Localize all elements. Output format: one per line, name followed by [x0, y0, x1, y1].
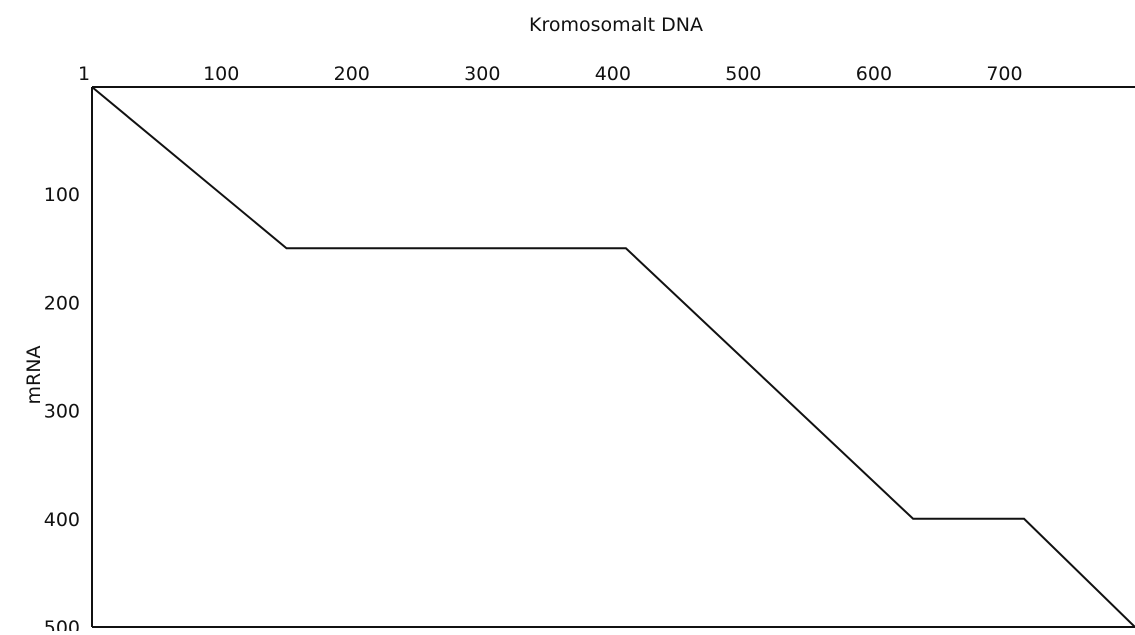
x-tick-label: 300	[464, 63, 500, 85]
series-line	[92, 87, 1135, 627]
x-tick-label: 700	[986, 63, 1022, 85]
axes: 1 100 200 300 400 500 600 700 100 200 300 400 500	[44, 63, 1135, 631]
y-tick-label: 300	[44, 401, 80, 423]
y-tick-label: 100	[44, 184, 80, 206]
x-tick-label: 100	[203, 63, 239, 85]
marks	[92, 87, 1135, 627]
y-tick-label: 200	[44, 292, 80, 314]
x-tick-label: 1	[78, 63, 90, 85]
x-axis-label: Kromosomalt DNA	[529, 14, 703, 36]
x-tick-label: 600	[856, 63, 892, 85]
y-tick-label: 500	[44, 617, 80, 631]
x-tick-label: 200	[334, 63, 370, 85]
x-tick-label: 500	[725, 63, 761, 85]
x-tick-label: 400	[595, 63, 631, 85]
y-axis-label: mRNA	[23, 346, 45, 405]
y-tick-label: 400	[44, 509, 80, 531]
